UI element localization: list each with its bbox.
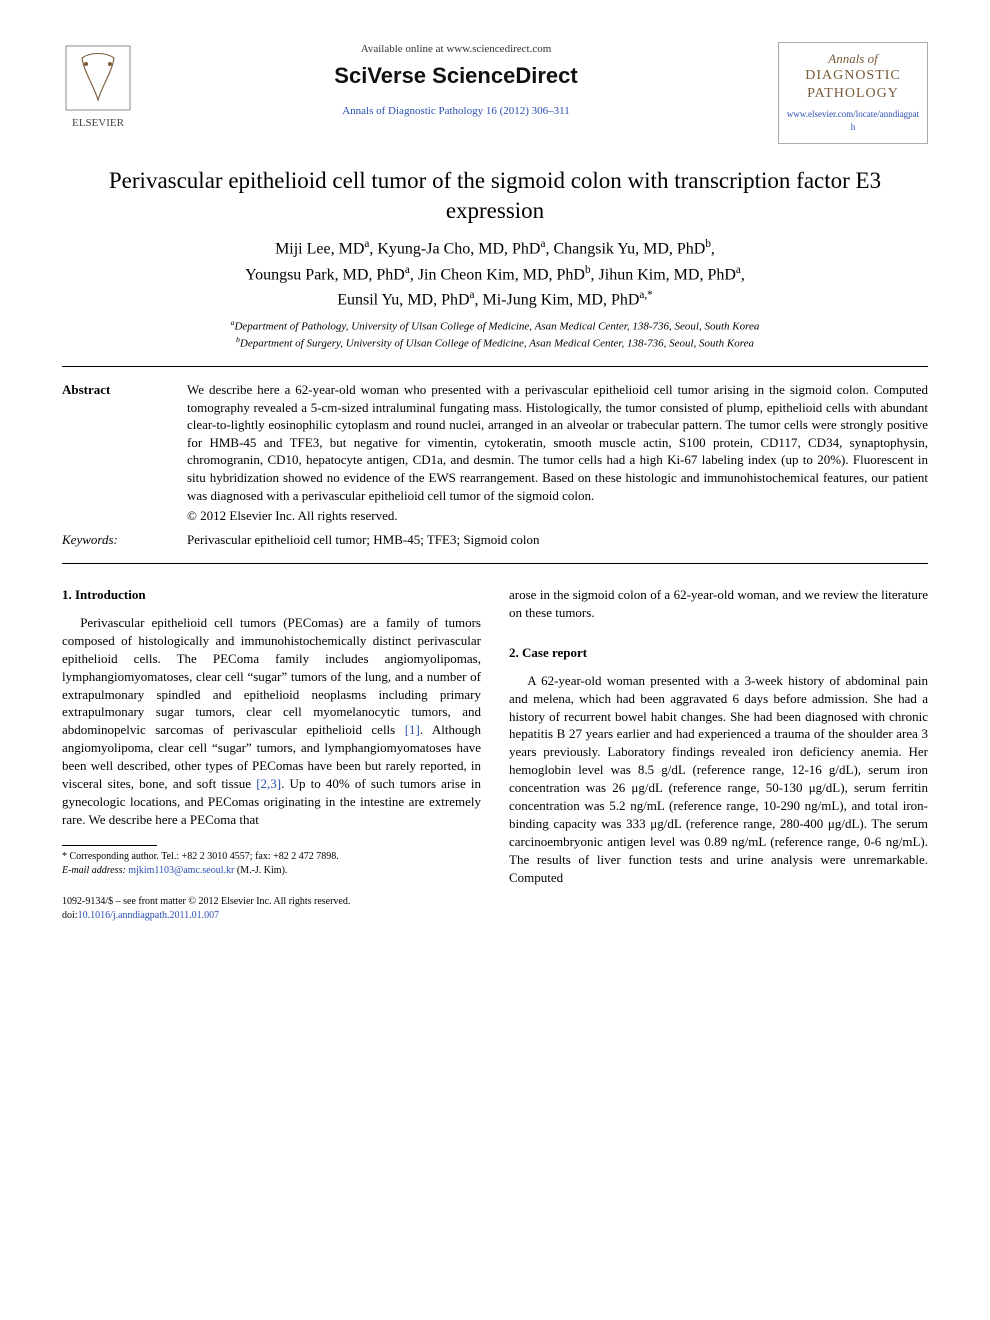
abstract-block: Abstract We describe here a 62-year-old … [62,381,928,524]
doi-label: doi: [62,910,78,921]
rule-bottom [62,563,928,564]
intro-p1a: Perivascular epithelioid cell tumors (PE… [62,615,481,738]
intro-paragraph: Perivascular epithelioid cell tumors (PE… [62,614,481,829]
keywords-text: Perivascular epithelioid cell tumor; HMB… [187,531,540,549]
abstract-body: We describe here a 62-year-old woman who… [187,382,928,502]
right-column: arose in the sigmoid colon of a 62-year-… [509,586,928,922]
abstract-label: Abstract [62,381,157,524]
body-two-column: 1. Introduction Perivascular epithelioid… [62,586,928,922]
section-head-case: 2. Case report [509,644,928,662]
page-header: ELSEVIER Available online at www.science… [62,42,928,144]
intro-tail: arose in the sigmoid colon of a 62-year-… [509,586,928,622]
abstract-text: We describe here a 62-year-old woman who… [187,381,928,524]
section-head-intro: 1. Introduction [62,586,481,604]
affiliations: aDepartment of Pathology, University of … [62,318,928,352]
footnote-tail: (M.-J. Kim). [234,865,287,876]
sciverse-brand: SciVerse ScienceDirect [144,61,768,92]
journal-citation[interactable]: Annals of Diagnostic Pathology 16 (2012)… [144,104,768,119]
ref-link-1[interactable]: [1] [405,722,420,737]
page-bottom-meta: 1092-9134/$ – see front matter © 2012 El… [62,895,481,922]
footnote-line1: * Corresponding author. Tel.: +82 2 3010… [62,850,481,864]
keywords-block: Keywords: Perivascular epithelioid cell … [62,531,928,549]
journal-name-line3: PATHOLOGY [785,85,921,103]
journal-name: Annals of DIAGNOSTIC PATHOLOGY [785,51,921,102]
journal-cover-box: Annals of DIAGNOSTIC PATHOLOGY www.elsev… [778,42,928,144]
journal-name-line2: DIAGNOSTIC [785,67,921,85]
footnote-email-label: E-mail address: [62,865,128,876]
elsevier-wordmark: ELSEVIER [72,117,125,129]
doi-link[interactable]: 10.1016/j.anndiagpath.2011.01.007 [78,910,220,921]
elsevier-logo: ELSEVIER [62,42,134,137]
authors-block: Miji Lee, MDa, Kyung-Ja Cho, MD, PhDa, C… [62,236,928,312]
issn-line: 1092-9134/$ – see front matter © 2012 El… [62,895,481,909]
header-center: Available online at www.sciencedirect.co… [134,42,778,120]
doi-line: doi:10.1016/j.anndiagpath.2011.01.007 [62,909,481,923]
case-paragraph: A 62-year-old woman presented with a 3-w… [509,672,928,887]
left-column: 1. Introduction Perivascular epithelioid… [62,586,481,922]
keywords-label: Keywords: [62,531,157,549]
article-title: Perivascular epithelioid cell tumor of t… [62,166,928,226]
affiliation-b: bDepartment of Surgery, University of Ul… [62,335,928,352]
rule-top [62,366,928,367]
abstract-copyright: © 2012 Elsevier Inc. All rights reserved… [187,507,928,525]
footnote-email[interactable]: mjkim1103@amc.seoul.kr [128,865,234,876]
journal-name-line1: Annals of [785,51,921,67]
available-online-line: Available online at www.sciencedirect.co… [144,42,768,57]
footnote-separator [62,845,157,846]
footnote-line2: E-mail address: mjkim1103@amc.seoul.kr (… [62,864,481,878]
ref-link-2-3[interactable]: [2,3] [256,776,281,791]
affiliation-a: aDepartment of Pathology, University of … [62,318,928,335]
journal-url[interactable]: www.elsevier.com/locate/anndiagpath [785,108,921,133]
corresponding-author-footnote: * Corresponding author. Tel.: +82 2 3010… [62,850,481,877]
